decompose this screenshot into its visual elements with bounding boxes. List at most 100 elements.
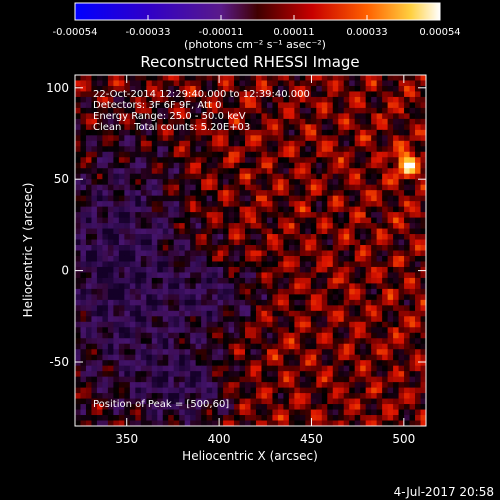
heatmap-cell	[288, 250, 295, 257]
heatmap-cell	[321, 294, 328, 301]
heatmap-cell	[283, 305, 290, 312]
heatmap-cell	[151, 415, 158, 421]
heatmap-cell	[118, 85, 125, 92]
heatmap-cell	[288, 195, 295, 202]
heatmap-cell	[135, 310, 142, 317]
heatmap-cell	[343, 310, 350, 317]
heatmap-cell	[371, 135, 378, 142]
heatmap-cell	[212, 162, 218, 169]
heatmap-cell	[140, 261, 147, 268]
heatmap-cell	[327, 195, 334, 202]
heatmap-cell	[85, 327, 92, 334]
heatmap-cell	[96, 201, 103, 208]
heatmap-cell	[387, 415, 394, 421]
heatmap-cell	[398, 118, 405, 125]
heatmap-cell	[316, 371, 323, 378]
heatmap-cell	[321, 376, 328, 383]
heatmap-cell	[327, 118, 334, 125]
x-tick-label: 400	[208, 432, 231, 446]
heatmap-cell	[305, 349, 312, 356]
heatmap-cell	[272, 294, 279, 301]
heatmap-cell	[102, 212, 109, 218]
heatmap-cell	[376, 316, 383, 323]
heatmap-cell	[360, 118, 367, 125]
heatmap-cell	[365, 338, 372, 345]
heatmap-cell	[146, 349, 153, 356]
heatmap-cell	[299, 223, 306, 229]
heatmap-cell	[206, 294, 213, 301]
heatmap-cell	[382, 217, 389, 224]
heatmap-cell	[168, 349, 175, 356]
heatmap-cell	[376, 321, 383, 328]
heatmap-cell	[113, 349, 120, 356]
heatmap-cell	[107, 146, 114, 153]
heatmap-cell	[338, 201, 345, 208]
heatmap-cell	[201, 190, 208, 197]
heatmap-cell	[129, 113, 136, 120]
heatmap-cell	[299, 179, 306, 186]
heatmap-cell	[299, 382, 306, 389]
heatmap-cell	[272, 343, 279, 350]
heatmap-cell	[212, 283, 218, 290]
heatmap-cell	[272, 409, 279, 416]
heatmap-cell	[102, 277, 109, 284]
heatmap-cell	[113, 173, 120, 180]
heatmap-cell	[173, 261, 180, 268]
heatmap-cell	[409, 310, 416, 317]
heatmap-cell	[184, 321, 191, 328]
heatmap-cell	[85, 102, 92, 109]
heatmap-cell	[316, 96, 323, 103]
heatmap-cell	[393, 294, 399, 301]
heatmap-cell	[261, 80, 268, 87]
heatmap-cell	[179, 85, 186, 92]
heatmap-cell	[277, 365, 284, 372]
heatmap-cell	[321, 261, 328, 268]
heatmap-cell	[195, 179, 202, 186]
heatmap-cell	[80, 299, 87, 306]
heatmap-cell	[80, 118, 87, 125]
heatmap-cell	[338, 272, 345, 279]
heatmap-cell	[305, 162, 312, 169]
heatmap-cell	[85, 201, 92, 208]
heatmap-cell	[234, 360, 240, 367]
heatmap-cell	[201, 365, 208, 372]
heatmap-cell	[234, 157, 240, 164]
heatmap-cell	[135, 409, 142, 416]
heatmap-cell	[168, 398, 175, 405]
heatmap-cell	[371, 299, 378, 306]
heatmap-cell	[266, 382, 273, 389]
colorbar-tick-label: -0.00011	[199, 27, 244, 38]
heatmap-cell	[343, 190, 350, 197]
heatmap-cell	[96, 118, 103, 125]
heatmap-cell	[184, 124, 191, 131]
heatmap-cell	[157, 321, 164, 328]
heatmap-cell	[288, 382, 295, 389]
heatmap-cell	[80, 310, 87, 317]
heatmap-cell	[404, 360, 410, 367]
heatmap-cell	[184, 409, 191, 416]
heatmap-cell	[179, 310, 186, 317]
heatmap-cell	[387, 190, 394, 197]
heatmap-cell	[360, 365, 367, 372]
heatmap-cell	[184, 195, 191, 202]
heatmap-cell	[327, 354, 334, 361]
heatmap-cell	[118, 420, 125, 426]
heatmap-cell	[371, 349, 378, 356]
heatmap-cell	[179, 135, 186, 142]
heatmap-cell	[129, 124, 136, 131]
heatmap-cell	[184, 217, 191, 224]
heatmap-cell	[343, 212, 350, 218]
heatmap-cell	[321, 420, 328, 426]
heatmap-cell	[157, 338, 164, 345]
heatmap-cell	[376, 157, 383, 164]
heatmap-cell	[91, 288, 98, 295]
heatmap-cell	[371, 129, 378, 136]
heatmap-cell	[365, 288, 372, 295]
heatmap-cell	[393, 228, 399, 235]
heatmap-cell	[398, 245, 405, 251]
heatmap-cell	[80, 151, 87, 158]
heatmap-cell	[371, 261, 378, 268]
heatmap-cell	[80, 387, 87, 394]
heatmap-cell	[85, 151, 92, 158]
heatmap-cell	[321, 206, 328, 213]
